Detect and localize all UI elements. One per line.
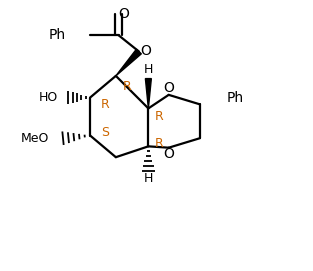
Text: R: R <box>122 80 131 93</box>
Text: H: H <box>144 63 153 76</box>
Text: Ph: Ph <box>49 28 66 42</box>
Text: Ph: Ph <box>227 91 244 105</box>
Text: H: H <box>144 172 153 185</box>
Text: O: O <box>140 44 151 59</box>
Text: HO: HO <box>38 91 58 104</box>
Text: O: O <box>163 81 174 95</box>
Text: R: R <box>101 98 109 111</box>
Text: MeO: MeO <box>21 132 49 145</box>
Polygon shape <box>116 49 141 76</box>
Text: S: S <box>101 126 109 139</box>
Text: O: O <box>118 7 129 21</box>
Text: O: O <box>163 147 174 162</box>
Polygon shape <box>146 79 151 108</box>
Text: R: R <box>155 110 164 123</box>
Text: R: R <box>155 137 164 150</box>
